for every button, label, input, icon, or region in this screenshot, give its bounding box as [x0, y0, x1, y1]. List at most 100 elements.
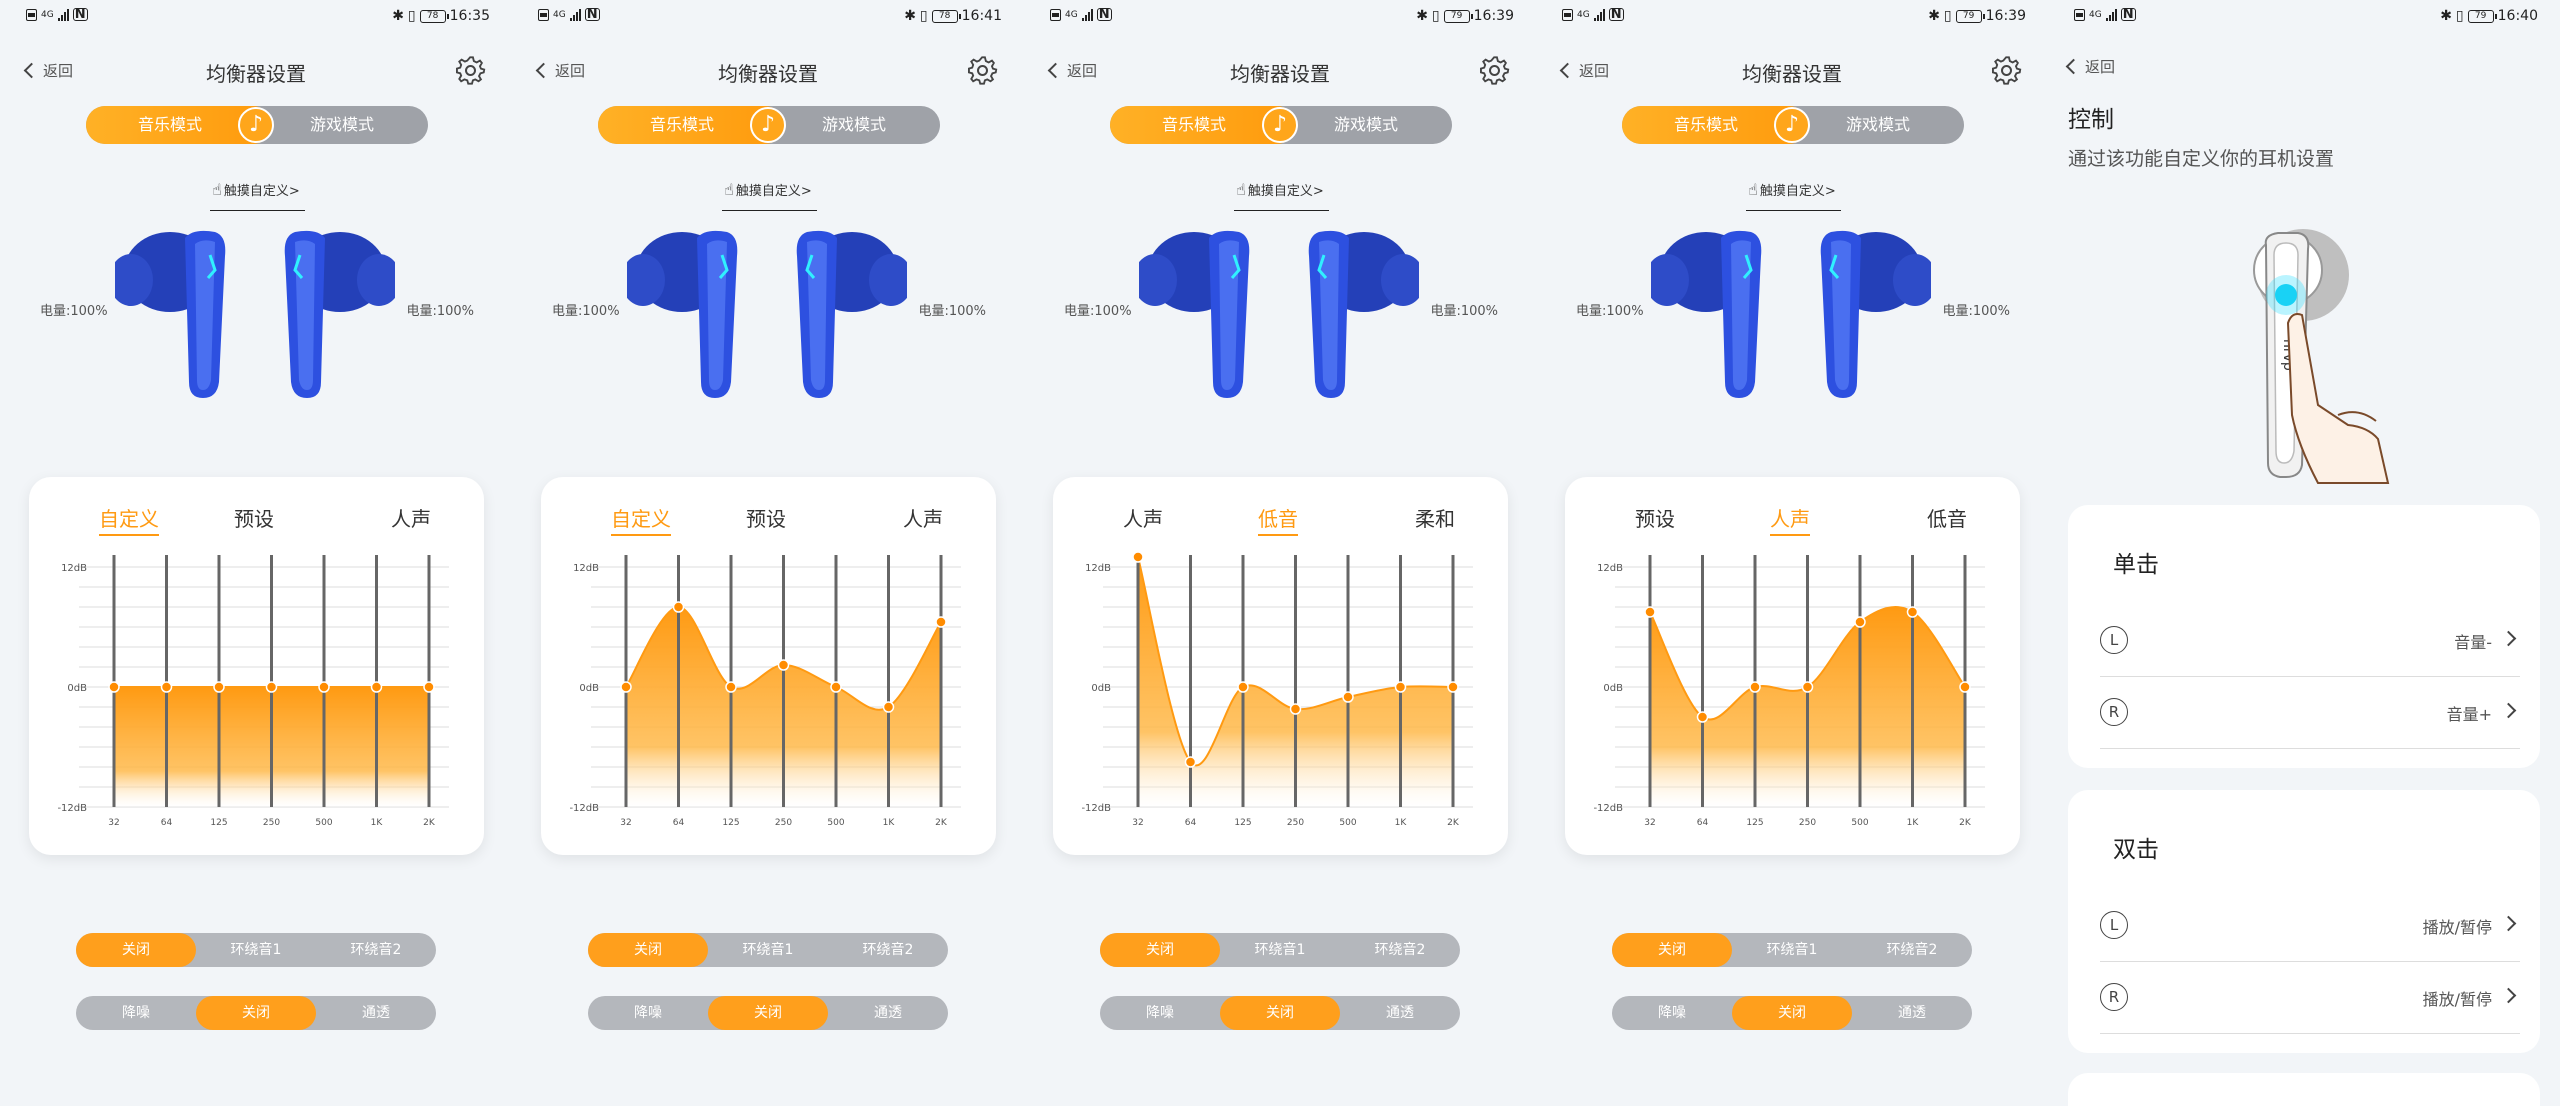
- eq-tab[interactable]: 人声: [903, 507, 943, 531]
- eq-slider-handle[interactable]: [1342, 691, 1354, 703]
- touch-customize-link[interactable]: ☝ 触摸自定义>: [0, 180, 512, 199]
- single-tap-left-row[interactable]: L 音量-: [2100, 605, 2520, 677]
- noise-mode-option[interactable]: 关闭: [1732, 996, 1852, 1030]
- eq-slider-handle[interactable]: [1959, 681, 1971, 693]
- eq-slider-handle[interactable]: [318, 681, 330, 693]
- gear-icon[interactable]: [1992, 56, 2022, 86]
- noise-mode-option[interactable]: 关闭: [708, 996, 828, 1030]
- noise-mode-option[interactable]: 关闭: [1220, 996, 1340, 1030]
- gear-icon[interactable]: [1480, 56, 1510, 86]
- eq-tab[interactable]: 低音: [1258, 503, 1298, 536]
- mode-toggle[interactable]: 音乐模式 游戏模式 ♪: [1622, 106, 1964, 144]
- equalizer-chart[interactable]: 12dB 0dB -12dB 32 64 125 250 500 1K 2K: [29, 547, 484, 837]
- mode-music-label[interactable]: 音乐模式: [1674, 115, 1739, 134]
- mode-game-label[interactable]: 游戏模式: [1334, 115, 1399, 134]
- surround-option[interactable]: 关闭: [76, 933, 196, 967]
- back-button[interactable]: 返回: [23, 60, 73, 81]
- eq-slider-handle[interactable]: [1801, 681, 1814, 693]
- back-button[interactable]: 返回: [535, 60, 586, 81]
- surround-option[interactable]: 环绕音1: [1254, 942, 1306, 958]
- surround-option[interactable]: 环绕音1: [1766, 942, 1818, 958]
- eq-tab[interactable]: 人声: [1123, 507, 1163, 531]
- noise-mode-option[interactable]: 降噪: [634, 1005, 662, 1021]
- surround-option[interactable]: 环绕音1: [230, 942, 282, 958]
- noise-mode-option[interactable]: 通透: [874, 1005, 902, 1021]
- noise-mode-option[interactable]: 降噪: [1658, 1005, 1686, 1021]
- mode-game-label[interactable]: 游戏模式: [822, 115, 887, 134]
- eq-slider-handle[interactable]: [1644, 606, 1656, 618]
- back-label: 返回: [555, 62, 586, 80]
- surround-option[interactable]: 环绕音1: [742, 942, 794, 958]
- eq-tab[interactable]: 自定义: [611, 503, 671, 536]
- noise-mode-option[interactable]: 降噪: [1146, 1005, 1174, 1021]
- surround-option[interactable]: 关闭: [588, 933, 708, 967]
- gear-icon[interactable]: [456, 56, 486, 86]
- surround-option[interactable]: 环绕音2: [1374, 942, 1426, 958]
- noise-mode-option[interactable]: 关闭: [196, 996, 316, 1030]
- double-tap-left-row[interactable]: L 播放/暂停: [2100, 890, 2520, 962]
- eq-slider-handle[interactable]: [725, 681, 737, 693]
- surround-option[interactable]: 环绕音2: [1886, 942, 1938, 958]
- noise-mode-option[interactable]: 通透: [1898, 1005, 1926, 1021]
- eq-slider-handle[interactable]: [620, 681, 632, 693]
- equalizer-chart[interactable]: 12dB 0dB -12dB 32 64 125 250 500 1K 2K: [1565, 547, 2020, 837]
- mode-toggle[interactable]: 音乐模式 游戏模式 ♪: [86, 106, 428, 144]
- surround-option[interactable]: 关闭: [1612, 933, 1732, 967]
- eq-slider-handle[interactable]: [370, 681, 383, 693]
- eq-slider-handle[interactable]: [1237, 681, 1249, 693]
- eq-slider-handle[interactable]: [777, 659, 790, 671]
- eq-slider-handle[interactable]: [1854, 616, 1866, 628]
- eq-tab[interactable]: 自定义: [99, 503, 159, 536]
- single-tap-right-row[interactable]: R 音量+: [2100, 677, 2520, 749]
- gear-icon[interactable]: [968, 56, 998, 86]
- eq-slider-handle[interactable]: [935, 616, 947, 628]
- eq-slider-handle[interactable]: [1447, 681, 1459, 693]
- eq-slider-handle[interactable]: [213, 681, 225, 693]
- surround-option[interactable]: 关闭: [1100, 933, 1220, 967]
- eq-tab[interactable]: 人声: [1770, 503, 1810, 536]
- eq-slider-handle[interactable]: [1184, 756, 1197, 768]
- eq-slider-handle[interactable]: [672, 601, 685, 613]
- eq-slider-handle[interactable]: [108, 681, 120, 693]
- eq-tab[interactable]: 人声: [391, 507, 431, 531]
- mode-game-label[interactable]: 游戏模式: [310, 115, 375, 134]
- mode-music-label[interactable]: 音乐模式: [138, 115, 203, 134]
- eq-slider-handle[interactable]: [1696, 711, 1709, 723]
- double-tap-right-row[interactable]: R 播放/暂停: [2100, 962, 2520, 1034]
- eq-tab[interactable]: 预设: [1635, 507, 1675, 531]
- mode-toggle[interactable]: 音乐模式 游戏模式 ♪: [598, 106, 940, 144]
- eq-tab[interactable]: 预设: [746, 507, 786, 531]
- surround-option[interactable]: 环绕音2: [350, 942, 402, 958]
- back-button[interactable]: 返回: [2065, 56, 2115, 77]
- touch-customize-link[interactable]: ☝ 触摸自定义>: [1536, 180, 2048, 199]
- eq-tab[interactable]: 柔和: [1415, 507, 1455, 531]
- bluetooth-icon: ✱: [1416, 8, 1428, 24]
- eq-slider-handle[interactable]: [1906, 606, 1919, 618]
- mode-toggle[interactable]: 音乐模式 游戏模式 ♪: [1110, 106, 1452, 144]
- back-button[interactable]: 返回: [1047, 60, 1097, 81]
- mode-music-label[interactable]: 音乐模式: [650, 115, 715, 134]
- eq-slider-handle[interactable]: [1749, 681, 1761, 693]
- eq-slider-handle[interactable]: [1394, 681, 1407, 693]
- eq-tab[interactable]: 预设: [234, 507, 274, 531]
- back-button[interactable]: 返回: [1559, 60, 1609, 81]
- eq-slider-handle[interactable]: [882, 701, 895, 713]
- eq-slider-handle[interactable]: [1132, 551, 1144, 563]
- equalizer-chart[interactable]: 12dB 0dB -12dB 32 64 125 250 500 1K 2K: [541, 547, 996, 837]
- eq-slider-handle[interactable]: [1289, 703, 1302, 715]
- noise-mode-option[interactable]: 降噪: [122, 1005, 150, 1021]
- noise-mode-option[interactable]: 通透: [362, 1005, 390, 1021]
- eq-slider-handle[interactable]: [830, 681, 842, 693]
- eq-tab[interactable]: 低音: [1927, 507, 1967, 531]
- eq-band-label: 250: [263, 818, 280, 828]
- eq-slider-handle[interactable]: [265, 681, 278, 693]
- touch-customize-link[interactable]: ☝ 触摸自定义>: [512, 180, 1024, 199]
- mode-game-label[interactable]: 游戏模式: [1846, 115, 1911, 134]
- touch-customize-link[interactable]: ☝ 触摸自定义>: [1024, 180, 1536, 199]
- noise-mode-option[interactable]: 通透: [1386, 1005, 1414, 1021]
- mode-music-label[interactable]: 音乐模式: [1162, 115, 1227, 134]
- eq-slider-handle[interactable]: [160, 681, 173, 693]
- eq-slider-handle[interactable]: [423, 681, 435, 693]
- equalizer-chart[interactable]: 12dB 0dB -12dB 32 64 125 250 500 1K 2K: [1053, 547, 1508, 837]
- surround-option[interactable]: 环绕音2: [862, 942, 914, 958]
